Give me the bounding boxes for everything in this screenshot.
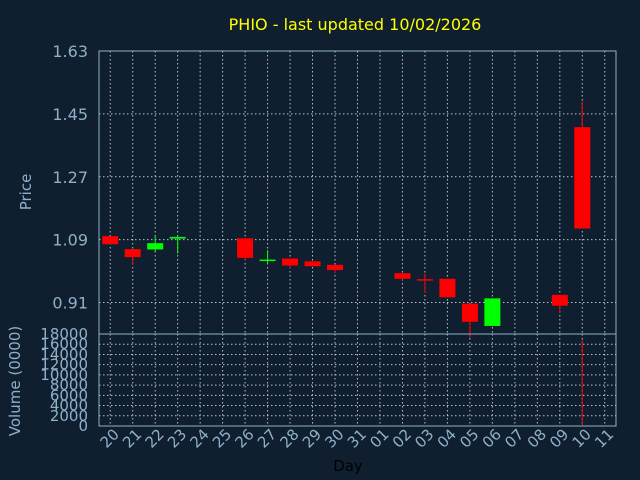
candle-body-04 <box>439 278 456 298</box>
y-tick-label: 1.27 <box>52 168 88 187</box>
candle-body-20 <box>102 236 119 245</box>
candle-body-29 <box>304 261 321 267</box>
volume-tick-label: 16000 <box>40 335 88 353</box>
candle-body-22 <box>147 243 164 250</box>
tick-labels: 0.91 1.09 1.27 1.45 1.63 02000400060008000100… <box>40 42 617 452</box>
volume-tick-label: 18000 <box>40 325 88 343</box>
y-tick-label: 0.91 <box>52 294 88 313</box>
volume-tick-label: 6000 <box>50 386 88 404</box>
candle-body-27 <box>259 259 276 262</box>
volume-axis-label: Volume (0000) <box>6 326 24 436</box>
y-tick-label: 1.09 <box>52 231 88 250</box>
volume-tick-label: 2000 <box>50 407 88 425</box>
volume-tick-label: 4000 <box>50 397 88 415</box>
candle-body-06 <box>484 298 501 326</box>
volume-tick-label: 8000 <box>50 376 88 394</box>
candle-body-09 <box>551 294 568 306</box>
y-tick-label: 1.63 <box>52 42 88 61</box>
candles <box>102 101 591 338</box>
candle-body-21 <box>124 249 141 258</box>
axes-frame <box>98 50 617 427</box>
y-axis-label: Price <box>17 174 35 211</box>
grid <box>99 51 616 426</box>
volume-tick-label: 0 <box>78 417 88 435</box>
candle-body-30 <box>327 264 344 271</box>
volume-tick-label: 14000 <box>40 345 88 363</box>
y-tick-label: 1.45 <box>52 105 88 124</box>
candle-body-05 <box>461 303 478 322</box>
candle-body-03 <box>416 279 433 281</box>
volume-tick-label: 10000 <box>40 366 88 384</box>
candle-body-10 <box>574 127 591 229</box>
candle-body-26 <box>237 238 254 258</box>
candle-body-02 <box>394 273 411 279</box>
candle-body-28 <box>282 258 299 266</box>
x-tick-label: 11 <box>591 425 617 451</box>
volume-tick-label: 12000 <box>40 356 88 374</box>
volume-frame <box>98 333 617 427</box>
candle-body-23 <box>169 236 186 239</box>
chart-title: PHIO - last updated 10/02/2026 <box>229 15 482 34</box>
x-axis-label: Day <box>333 457 363 475</box>
